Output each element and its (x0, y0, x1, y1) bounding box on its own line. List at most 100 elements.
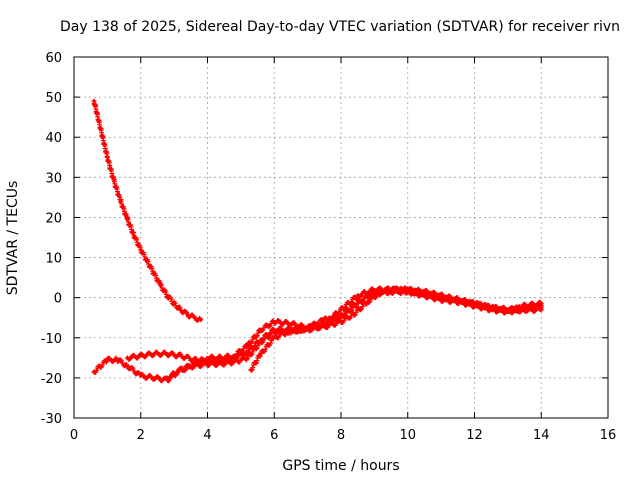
data-point (205, 356, 210, 360)
series-markers (248, 285, 544, 373)
data-point (339, 308, 343, 312)
data-point (406, 288, 410, 293)
y-tick-label: 50 (45, 91, 62, 106)
y-tick-label: -20 (41, 372, 62, 387)
data-point (259, 340, 263, 344)
y-tick-label: 20 (45, 211, 62, 226)
series-track-a (91, 285, 544, 384)
x-tick-label: 14 (533, 428, 550, 443)
y-tick-label: 10 (45, 252, 62, 267)
data-point (356, 302, 360, 306)
data-point (152, 352, 156, 356)
data-point (259, 328, 263, 332)
data-point (245, 344, 250, 348)
data-point (165, 352, 170, 356)
data-point (165, 376, 170, 380)
data-point (125, 364, 129, 368)
data-point (125, 217, 129, 222)
data-point (132, 233, 136, 238)
data-point (192, 358, 196, 362)
y-tick-label: 30 (45, 171, 62, 186)
x-tick-label: 10 (399, 428, 416, 443)
data-point (456, 300, 460, 304)
data-point (539, 302, 543, 306)
x-axis-label: GPS time / hours (282, 458, 399, 474)
data-point (392, 288, 396, 292)
data-point (119, 199, 123, 203)
data-point (192, 364, 196, 368)
x-tick-label: 12 (466, 428, 483, 443)
data-point (472, 302, 477, 306)
data-point (185, 312, 190, 317)
data-point (272, 320, 276, 324)
data-point (489, 306, 493, 310)
series-track-d (248, 285, 544, 373)
data-point (322, 318, 326, 322)
data-point (379, 290, 383, 294)
x-tick-label: 2 (137, 428, 145, 443)
data-point (219, 362, 223, 366)
data-point (272, 330, 276, 334)
y-tick-label: 40 (45, 131, 62, 146)
data-point (152, 272, 156, 276)
data-point (125, 356, 129, 360)
data-point (139, 374, 143, 378)
axis-ticks: 0 2 4 6 8 10 12 14 16 -30 -20 -10 0 10 20 30 40 50 60 (41, 51, 617, 443)
series-markers (91, 98, 204, 323)
data-point (139, 247, 143, 252)
y-tick-label: -10 (41, 332, 62, 347)
y-axis-label: SDTVAR / TECUs (5, 181, 21, 296)
data-point (172, 302, 176, 306)
data-point (289, 322, 293, 326)
data-point (439, 296, 443, 300)
x-tick-label: 0 (70, 428, 78, 443)
data-point (326, 324, 330, 328)
data-point (539, 308, 543, 312)
chart-title: Day 138 of 2025, Sidereal Day-to-day VTE… (60, 19, 620, 35)
data-point (522, 304, 527, 308)
data-points (91, 98, 544, 384)
data-point (179, 368, 183, 372)
x-tick-label: 4 (203, 428, 211, 443)
data-point (506, 310, 510, 314)
data-point (356, 294, 360, 298)
data-point (522, 308, 527, 312)
data-point (179, 308, 183, 312)
data-point (352, 312, 356, 316)
data-point (192, 316, 196, 320)
data-point (422, 292, 427, 296)
data-point (105, 155, 109, 159)
x-tick-label: 16 (600, 428, 617, 443)
data-point (139, 354, 143, 358)
data-point (259, 352, 263, 356)
data-point (249, 368, 253, 372)
data-point (92, 370, 96, 374)
data-point (272, 336, 276, 340)
series-track-descending (91, 98, 204, 323)
data-point (165, 294, 170, 298)
data-point (205, 362, 210, 366)
data-point (299, 328, 303, 332)
data-point (152, 376, 156, 380)
data-point (199, 318, 203, 322)
series-markers (91, 285, 544, 384)
data-point (232, 360, 236, 364)
data-point (145, 259, 150, 264)
data-point (245, 350, 250, 354)
data-point (92, 99, 96, 103)
data-point (245, 356, 250, 360)
grid (74, 57, 608, 418)
data-point (339, 320, 343, 324)
y-tick-label: 60 (45, 51, 62, 66)
data-point (312, 326, 316, 330)
y-tick-label: 0 (54, 292, 62, 307)
data-point (99, 127, 103, 131)
data-point (372, 290, 376, 294)
data-point (366, 300, 370, 304)
data-point (112, 179, 116, 183)
x-tick-label: 8 (337, 428, 345, 443)
y-tick-label: -30 (41, 412, 62, 427)
data-point (115, 358, 119, 362)
